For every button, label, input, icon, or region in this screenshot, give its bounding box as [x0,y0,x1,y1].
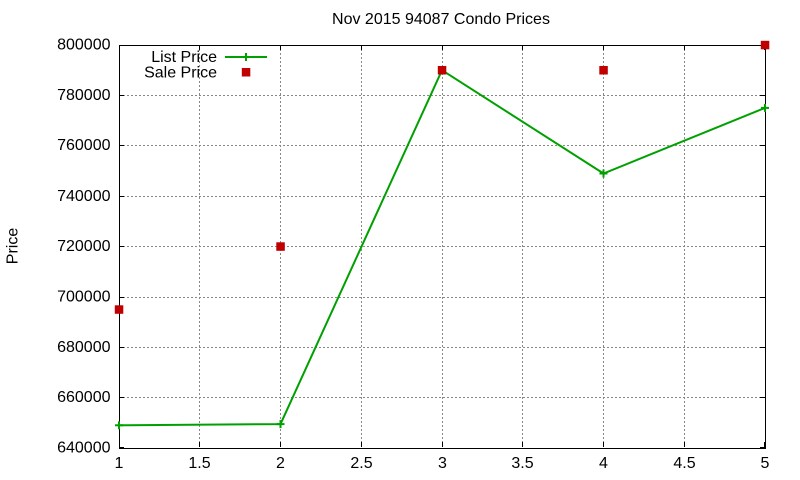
svg-text:780000: 780000 [57,87,110,104]
svg-text:760000: 760000 [57,137,110,154]
svg-text:740000: 740000 [57,188,110,205]
svg-text:2.5: 2.5 [350,455,372,472]
svg-text:Sale Price: Sale Price [144,65,217,82]
svg-text:700000: 700000 [57,289,110,306]
svg-text:1.5: 1.5 [188,455,210,472]
svg-text:Price: Price [5,228,22,265]
svg-text:3: 3 [438,455,447,472]
svg-text:1: 1 [115,455,124,472]
svg-text:3.5: 3.5 [511,455,533,472]
svg-text:Nov 2015 94087 Condo Prices: Nov 2015 94087 Condo Prices [332,11,550,28]
svg-text:660000: 660000 [57,389,110,406]
svg-text:List Price: List Price [151,49,217,66]
svg-text:4: 4 [599,455,608,472]
svg-text:5: 5 [761,455,770,472]
svg-text:4.5: 4.5 [673,455,695,472]
svg-text:720000: 720000 [57,238,110,255]
svg-text:680000: 680000 [57,339,110,356]
svg-text:2: 2 [276,455,285,472]
svg-text:640000: 640000 [57,440,110,457]
svg-text:800000: 800000 [57,37,110,54]
